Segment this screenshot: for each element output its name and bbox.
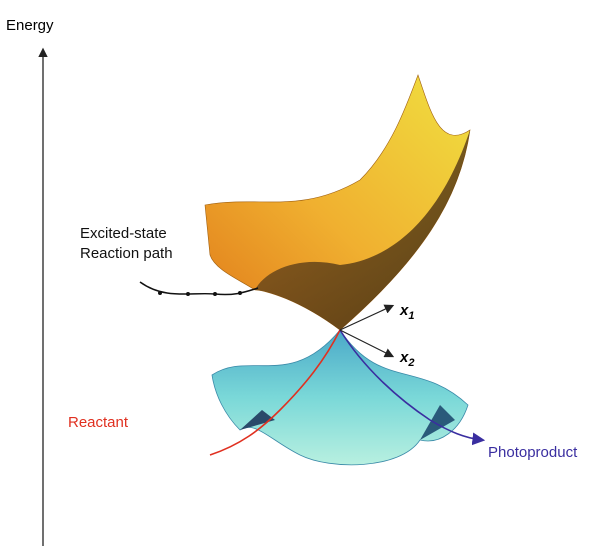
path-label: Reaction path [80, 245, 173, 262]
axis-label: Energy [6, 17, 54, 34]
page: Energy x1 x2 Excited-state Reaction path… [0, 0, 599, 557]
vector-label: x1 [399, 302, 414, 322]
vector-sub: 2 [407, 357, 414, 369]
path-label: Excited-state [80, 225, 167, 242]
vector-sub: 1 [408, 310, 414, 322]
ground-state-surface [212, 330, 468, 465]
photoproduct-label: Photoproduct [488, 444, 578, 461]
reactant-label: Reactant [68, 414, 129, 431]
vector-label: x2 [399, 349, 414, 369]
diagram: Energy x1 x2 Excited-state Reaction path… [0, 0, 599, 557]
